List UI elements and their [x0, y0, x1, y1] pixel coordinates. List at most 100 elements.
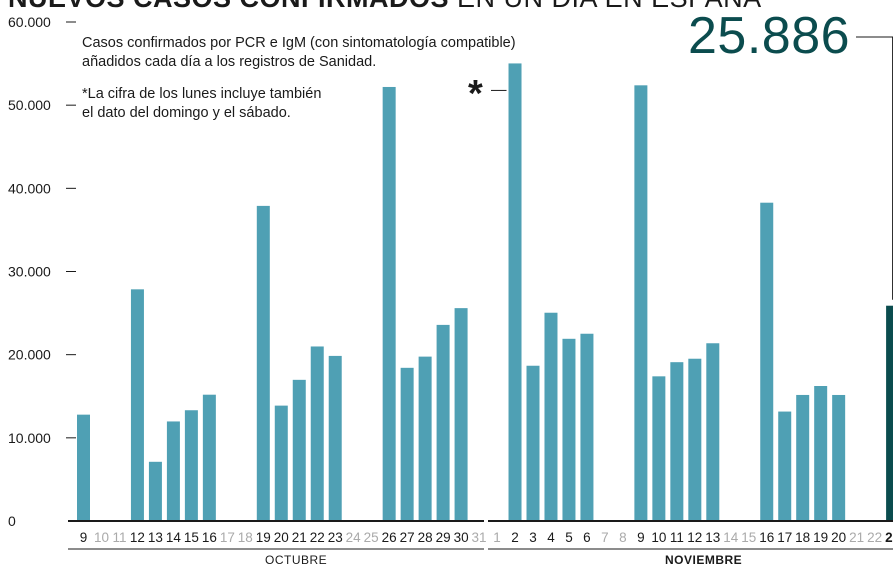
x-tick-label: 21	[849, 530, 864, 545]
x-tick-label: 17	[220, 530, 235, 545]
bar-highlight	[886, 305, 893, 521]
bar	[760, 202, 774, 521]
bar	[526, 365, 540, 521]
x-tick-label: 15	[184, 530, 199, 545]
gridlines	[66, 21, 76, 439]
bar	[184, 410, 198, 521]
chart-note: Casos confirmados por PCR e IgM (con sin…	[82, 34, 516, 72]
bar	[292, 379, 306, 521]
y-tick-label: 60.000	[8, 14, 51, 30]
x-tick-label: 13	[705, 530, 720, 545]
footnote-asterisk: *	[468, 73, 483, 115]
highlight-leader	[856, 36, 893, 300]
x-tick-label: 19	[813, 530, 828, 545]
x-tick-label: 3	[529, 530, 537, 545]
x-tick-label: 1	[493, 530, 501, 545]
x-tick-label: 23	[328, 530, 343, 545]
x-tick-label: 8	[619, 530, 627, 545]
x-tick-label: 11	[670, 530, 684, 545]
chart-title-bold: NUEVOS CASOS CONFIRMADOS	[8, 0, 449, 13]
x-tick-label: 20	[274, 530, 289, 545]
monday-footnote: *La cifra de los lunes incluye también e…	[82, 85, 321, 123]
x-tick-label: 2	[511, 530, 519, 545]
x-tick-label: 26	[382, 530, 397, 545]
bar	[382, 86, 396, 521]
x-tick-label: 18	[238, 530, 253, 545]
y-tick-label: 50.000	[8, 97, 51, 113]
bar	[796, 394, 810, 521]
x-tick-label: 15	[741, 530, 756, 545]
month-label-october: OCTUBRE	[265, 553, 328, 567]
highlight-value: 25.886	[688, 7, 851, 65]
x-tick-label: 12	[130, 530, 145, 545]
x-tick-label: 9	[637, 530, 645, 545]
x-tick-label: 31	[472, 530, 487, 545]
bar	[670, 362, 684, 521]
leader-lines	[491, 36, 893, 300]
chart-title-rest: EN UN DÍA EN ESPAÑA	[449, 0, 762, 13]
bar	[688, 358, 702, 521]
x-tick-label: 25	[364, 530, 379, 545]
x-tick-label: 13	[148, 530, 163, 545]
x-tick-label: 24	[346, 530, 362, 545]
bar	[652, 376, 666, 521]
bar	[580, 333, 594, 521]
bar	[202, 394, 216, 521]
x-tick-label: 21	[292, 530, 307, 545]
x-tick-label: 10	[651, 530, 666, 545]
axes	[68, 520, 893, 550]
x-tick-label: 16	[759, 530, 774, 545]
x-tick-label: 16	[202, 530, 217, 545]
x-tick-label: 14	[723, 530, 739, 545]
x-tick-label: 9	[80, 530, 88, 545]
bar	[400, 367, 414, 521]
x-tick-label: 7	[601, 530, 609, 545]
bar	[148, 461, 162, 521]
x-tick-label: 20	[831, 530, 846, 545]
x-tick-label: 17	[777, 530, 792, 545]
x-tick-label: 30	[454, 530, 469, 545]
x-tick-label: 14	[166, 530, 182, 545]
bar	[778, 411, 792, 521]
monday-footnote-line-2: el dato del domingo y el sábado.	[82, 105, 291, 121]
x-tick-label: 4	[547, 530, 555, 545]
bar	[130, 289, 144, 521]
y-tick-label: 30.000	[8, 264, 51, 280]
bar	[436, 324, 450, 521]
x-tick-label: 22	[310, 530, 325, 545]
x-tick-label: 10	[94, 530, 109, 545]
bar	[562, 338, 576, 521]
y-tick-label: 20.000	[8, 347, 51, 363]
x-tick-label: 18	[795, 530, 810, 545]
y-tick-label: 10.000	[8, 430, 51, 446]
bar	[77, 414, 90, 521]
bar	[544, 312, 558, 521]
x-tick-label: 22	[867, 530, 882, 545]
bar	[418, 356, 432, 521]
bar	[814, 386, 828, 521]
x-tick-label: 12	[687, 530, 702, 545]
bars	[77, 63, 893, 522]
bar	[256, 205, 270, 521]
y-axis-ticks: 0 10.000 20.000 30.000 40.000 50.000 60.000	[8, 14, 51, 529]
bar	[634, 85, 648, 521]
bar	[274, 405, 288, 521]
chart-title: NUEVOS CASOS CONFIRMADOS EN UN DÍA EN ES…	[8, 0, 762, 13]
x-tick-label: 28	[418, 530, 433, 545]
monday-footnote-line-1: *La cifra de los lunes incluye también	[82, 86, 322, 102]
x-tick-label: 6	[583, 530, 591, 545]
month-label-november: NOVIEMBRE	[665, 553, 743, 567]
x-tick-label: 5	[565, 530, 573, 545]
chart-note-line-2: añadidos cada día a los registros de San…	[82, 54, 377, 70]
x-tick-label: 23	[885, 530, 893, 545]
x-tick-label: 27	[400, 530, 415, 545]
x-tick-label: 29	[436, 530, 451, 545]
bar	[310, 346, 324, 521]
chart-note-line-1: Casos confirmados por PCR e IgM (con sin…	[82, 35, 516, 51]
x-tick-label: 19	[256, 530, 271, 545]
bar	[166, 421, 180, 521]
bar	[706, 343, 720, 521]
bar	[454, 308, 468, 521]
x-axis-ticks: 9 10 11 12 13 14 15 16 17 18 19 20 21 22 23 24 25 26 27 28 2…	[80, 530, 893, 545]
